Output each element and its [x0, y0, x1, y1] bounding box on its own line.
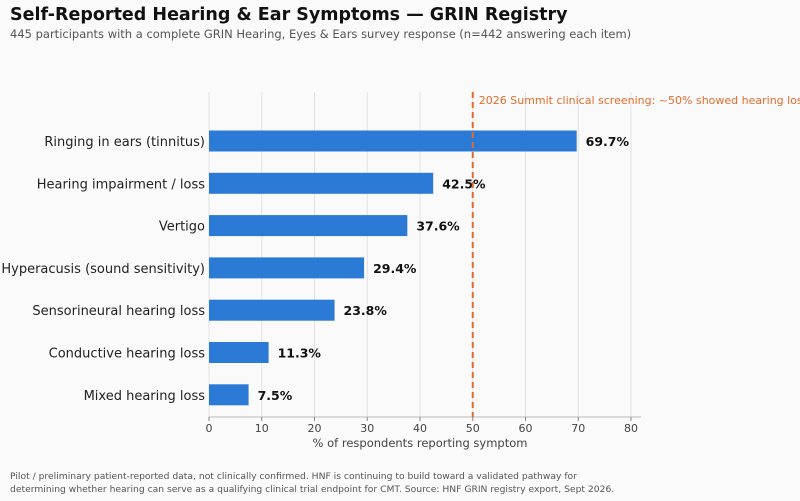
category-label: Conductive hearing loss	[49, 347, 206, 362]
bar	[209, 384, 249, 406]
value-label: 11.3%	[278, 346, 322, 361]
x-tick-label: 10	[255, 422, 269, 435]
x-tick-label: 20	[308, 422, 322, 435]
bar	[209, 130, 577, 152]
bar-chart: 0 10 20 30 40 50 60 70 80 % of respondents report…	[1, 92, 800, 450]
bar	[209, 342, 269, 363]
category-label: Hyperacusis (sound sensitivity)	[1, 262, 205, 277]
category-label: Mixed hearing loss	[84, 389, 206, 404]
x-tick-label: 40	[413, 422, 427, 435]
value-label: 7.5%	[258, 388, 293, 403]
bar	[209, 257, 365, 279]
value-label: 42.5%	[442, 176, 486, 191]
x-tick-label: 60	[519, 422, 533, 435]
x-tick-label: 50	[466, 422, 480, 435]
footnote-line-2: determining whether hearing can serve as…	[10, 483, 615, 495]
category-label: Ringing in ears (tinnitus)	[44, 135, 205, 150]
value-label: 29.4%	[373, 261, 417, 276]
x-axis-label: % of respondents reporting symptom	[313, 436, 528, 450]
bar	[209, 299, 335, 321]
x-tick-label: 30	[360, 422, 374, 435]
x-tick-label: 0	[206, 422, 213, 435]
reference-line-label: 2026 Summit clinical screening: ~50% sho…	[479, 94, 800, 107]
x-tick-label: 80	[624, 422, 638, 435]
category-label: Vertigo	[159, 220, 205, 235]
x-tick-label: 70	[571, 422, 585, 435]
bar	[209, 172, 434, 194]
chart-title: Self-Reported Hearing & Ear Symptoms — G…	[10, 5, 568, 25]
value-label: 37.6%	[416, 219, 460, 234]
value-label: 23.8%	[344, 303, 388, 318]
category-label: Hearing impairment / loss	[37, 177, 206, 192]
footnote-line-1: Pilot / preliminary patient-reported dat…	[10, 471, 577, 482]
bar	[209, 215, 408, 237]
chart-subtitle: 445 participants with a complete GRIN He…	[10, 27, 632, 41]
value-label: 69.7%	[586, 134, 630, 149]
category-label: Sensorineural hearing loss	[32, 304, 205, 319]
footnote: Pilot / preliminary patient-reported dat…	[10, 471, 790, 496]
